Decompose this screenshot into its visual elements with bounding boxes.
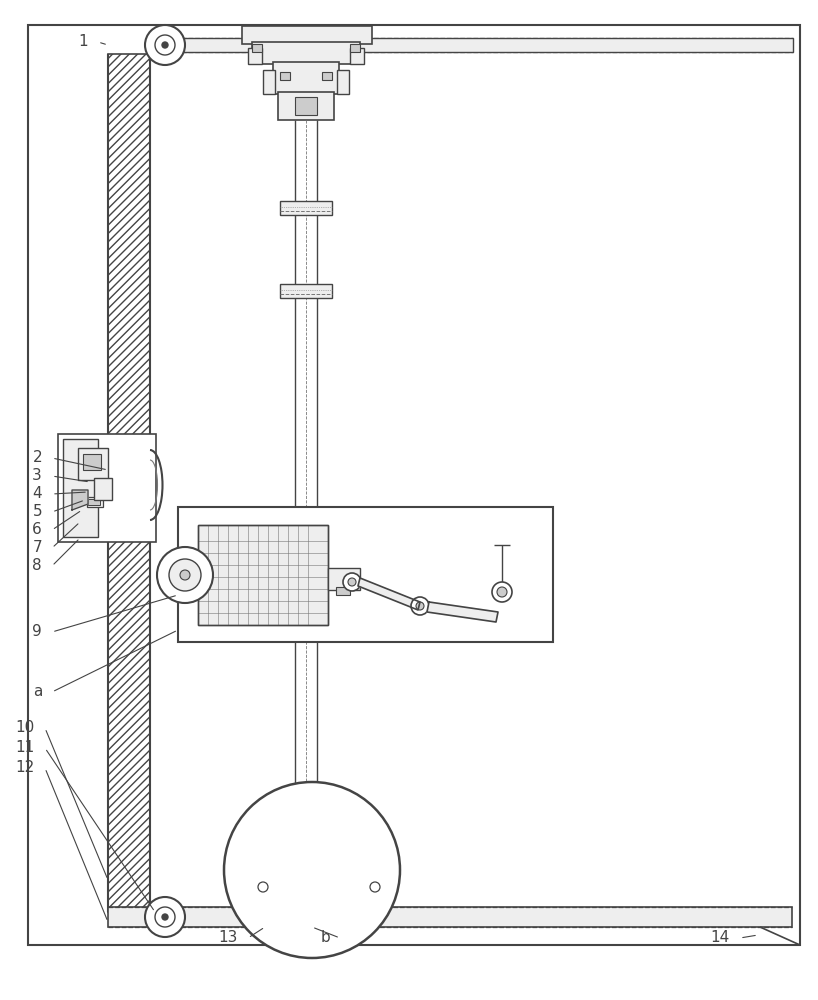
Bar [94, 478, 112, 500]
Bar [365, 855, 383, 880]
Bar [285, 846, 340, 884]
Bar [336, 587, 350, 595]
Circle shape [155, 907, 175, 927]
Bar [295, 97, 317, 115]
Bar [248, 48, 262, 64]
Bar [88, 499, 100, 505]
Text: 3: 3 [32, 468, 42, 484]
Bar [252, 42, 360, 64]
Bar [280, 284, 332, 298]
Text: 8: 8 [33, 558, 42, 574]
Text: 2: 2 [33, 450, 42, 466]
Circle shape [155, 35, 175, 55]
Circle shape [169, 559, 201, 591]
Bar [252, 44, 262, 52]
Bar [273, 62, 339, 94]
Polygon shape [72, 490, 88, 510]
Text: 13: 13 [218, 930, 238, 946]
Bar [63, 439, 98, 537]
Bar [155, 38, 793, 52]
Text: b: b [321, 930, 330, 946]
Circle shape [492, 582, 512, 602]
Text: 11: 11 [16, 740, 35, 756]
Text: 1: 1 [79, 34, 88, 49]
Circle shape [416, 602, 424, 610]
Bar [350, 48, 364, 64]
Text: 10: 10 [16, 720, 35, 736]
Circle shape [145, 897, 185, 937]
Bar [298, 856, 328, 884]
Text: 9: 9 [32, 624, 42, 640]
Bar [108, 54, 150, 912]
Circle shape [258, 882, 268, 892]
Text: a: a [33, 684, 42, 700]
Bar [83, 454, 101, 470]
Bar [242, 26, 372, 44]
Bar [255, 855, 273, 880]
Text: 12: 12 [16, 760, 35, 776]
Text: 7: 7 [33, 540, 42, 556]
Bar [270, 876, 355, 892]
Circle shape [343, 573, 361, 591]
Bar [280, 72, 290, 80]
Bar [337, 70, 349, 94]
Circle shape [411, 597, 429, 615]
Circle shape [348, 578, 356, 586]
Text: 5: 5 [33, 504, 42, 520]
Circle shape [180, 570, 190, 580]
Bar [198, 525, 328, 625]
Text: 6: 6 [32, 522, 42, 538]
Circle shape [497, 587, 507, 597]
Bar [280, 201, 332, 215]
Bar [58, 434, 156, 542]
Bar [350, 44, 360, 52]
Bar [278, 92, 334, 120]
Circle shape [145, 25, 185, 65]
Polygon shape [358, 578, 420, 610]
Circle shape [162, 914, 168, 920]
Bar [87, 497, 103, 507]
Bar [255, 842, 370, 892]
Text: 4: 4 [33, 487, 42, 502]
Polygon shape [427, 602, 498, 622]
Bar [328, 568, 360, 590]
Circle shape [224, 782, 400, 958]
Bar [285, 833, 340, 845]
Bar [263, 70, 275, 94]
Text: 14: 14 [711, 930, 730, 946]
Bar [198, 525, 328, 625]
Circle shape [157, 547, 213, 603]
Bar [108, 907, 792, 927]
Bar [322, 72, 332, 80]
Circle shape [162, 42, 168, 48]
Circle shape [370, 882, 380, 892]
Bar [178, 507, 553, 642]
Bar [278, 200, 334, 300]
Bar [78, 448, 108, 480]
